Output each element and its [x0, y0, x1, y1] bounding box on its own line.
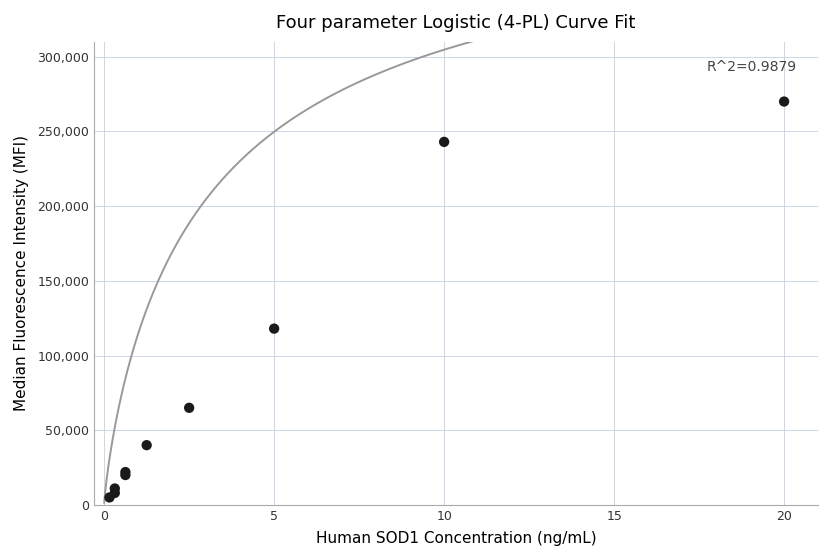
Point	[140, 441, 153, 450]
Point	[777, 97, 790, 106]
Text: R^2=0.9879: R^2=0.9879	[706, 60, 796, 74]
Point	[103, 493, 116, 502]
Title: Four parameter Logistic (4-PL) Curve Fit: Four parameter Logistic (4-PL) Curve Fit	[276, 14, 636, 32]
Point	[108, 484, 121, 493]
Point	[119, 470, 132, 479]
Point	[438, 137, 451, 146]
Point	[182, 403, 196, 412]
Point	[108, 488, 121, 497]
X-axis label: Human SOD1 Concentration (ng/mL): Human SOD1 Concentration (ng/mL)	[315, 531, 597, 546]
Y-axis label: Median Fluorescence Intensity (MFI): Median Fluorescence Intensity (MFI)	[14, 136, 29, 412]
Point	[119, 468, 132, 477]
Point	[268, 324, 281, 333]
